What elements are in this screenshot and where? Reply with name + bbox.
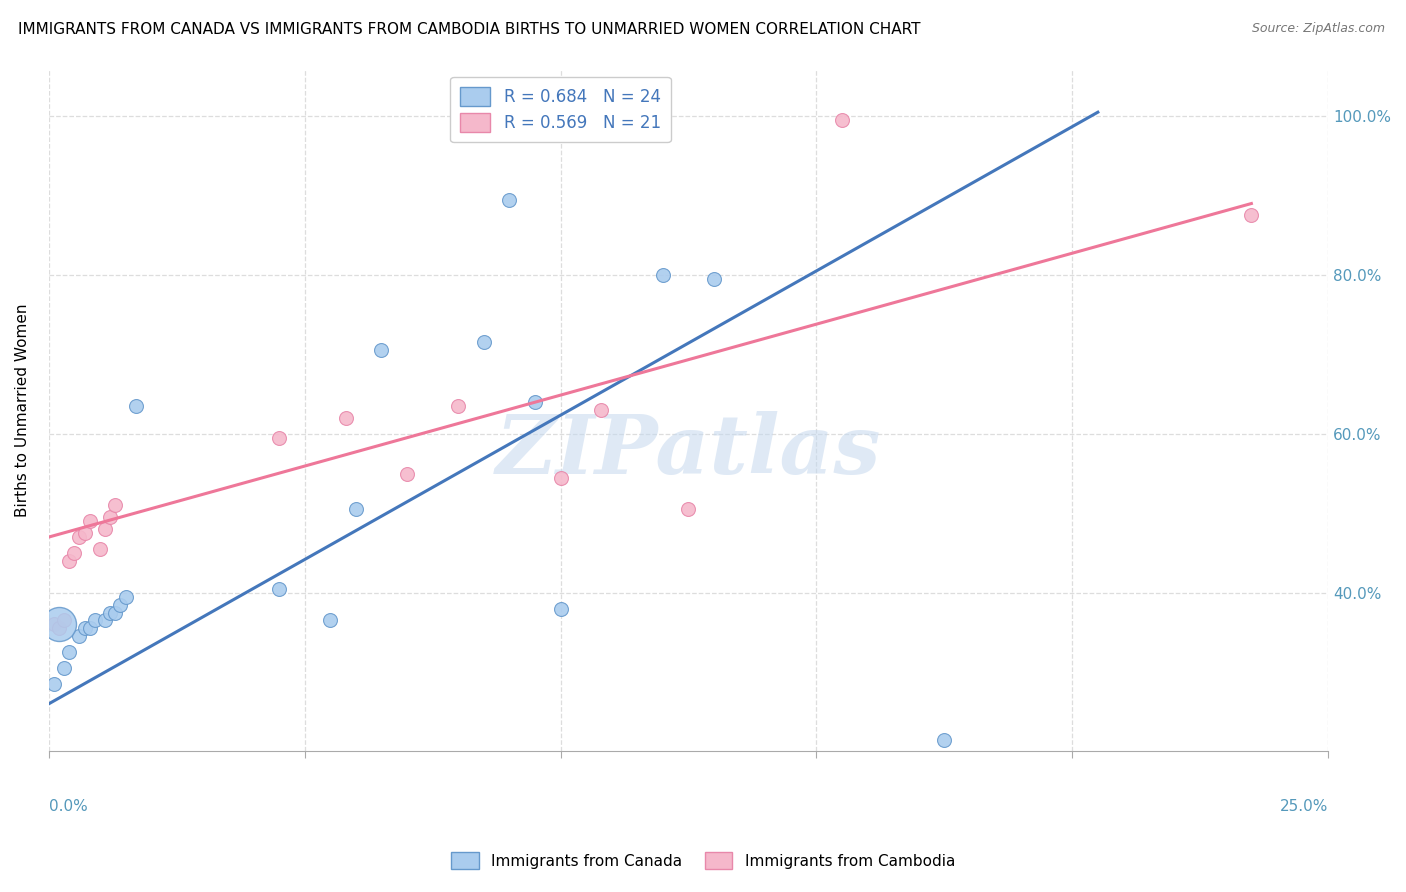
Point [58,645,80,659]
Point [591,403,613,417]
Point [319,614,342,628]
Point [344,502,367,516]
Point [550,601,572,615]
Text: IMMIGRANTS FROM CANADA VS IMMIGRANTS FROM CAMBODIA BIRTHS TO UNMARRIED WOMEN COR: IMMIGRANTS FROM CANADA VS IMMIGRANTS FRO… [18,22,921,37]
Point [934,732,956,747]
Point [125,399,148,413]
Point [89,541,111,556]
Point [651,268,673,282]
Point [94,614,117,628]
Point [472,335,495,350]
Point [703,272,725,286]
Point [1240,209,1263,223]
Point [73,526,96,541]
Text: 0.0%: 0.0% [49,799,87,814]
Point [98,606,121,620]
Point [523,395,546,409]
Point [63,546,86,560]
Point [267,582,290,596]
Legend: Immigrants from Canada, Immigrants from Cambodia: Immigrants from Canada, Immigrants from … [444,846,962,875]
Point [48,617,70,632]
Point [42,617,65,632]
Point [69,629,91,643]
Point [98,510,121,524]
Point [53,614,76,628]
Point [104,498,127,512]
Point [69,530,91,544]
Point [114,590,136,604]
Point [498,193,520,207]
Point [94,522,117,536]
Point [104,606,127,620]
Point [48,621,70,635]
Legend: R = 0.684   N = 24, R = 0.569   N = 21: R = 0.684 N = 24, R = 0.569 N = 21 [450,77,671,142]
Text: Source: ZipAtlas.com: Source: ZipAtlas.com [1251,22,1385,36]
Point [550,470,572,484]
Point [678,502,700,516]
Point [267,431,290,445]
Point [370,343,392,358]
Point [110,598,132,612]
Text: 25.0%: 25.0% [1279,799,1329,814]
Point [831,113,853,128]
Point [395,467,418,481]
Y-axis label: Births to Unmarried Women: Births to Unmarried Women [15,303,30,516]
Point [42,677,65,691]
Point [53,661,76,675]
Point [58,554,80,568]
Point [447,399,470,413]
Text: ZIPatlas: ZIPatlas [496,411,882,491]
Point [335,411,357,425]
Point [73,621,96,635]
Point [79,621,101,635]
Point [83,614,105,628]
Point [79,514,101,528]
